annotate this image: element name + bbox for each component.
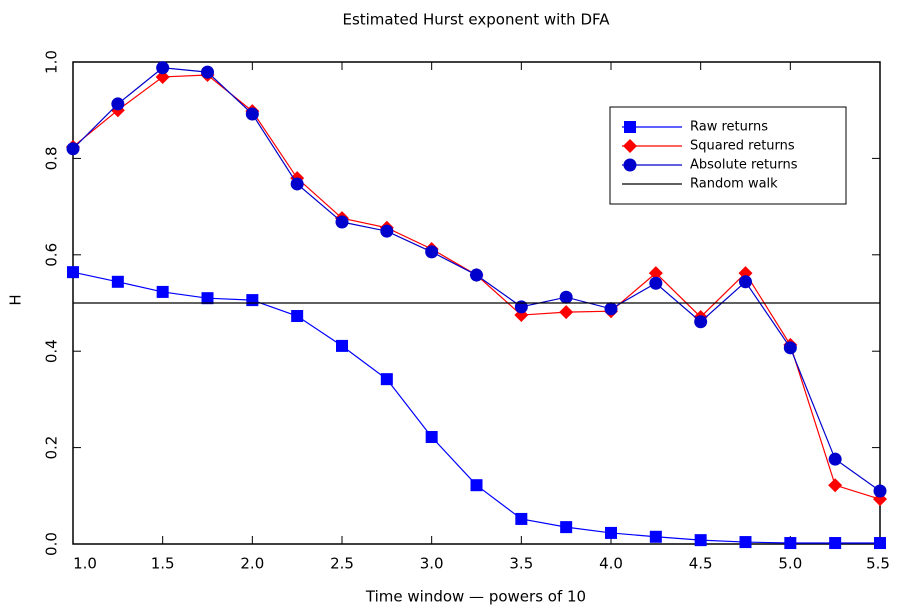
data-point xyxy=(828,452,842,466)
x-tick-label: 5.5 xyxy=(866,555,890,573)
legend-marker xyxy=(623,139,637,153)
data-point xyxy=(739,536,752,549)
data-point xyxy=(156,285,169,298)
legend-label: Absolute returns xyxy=(690,158,798,173)
data-point xyxy=(874,537,886,550)
legend-marker xyxy=(623,158,637,172)
x-axis-label: Time window — powers of 10 xyxy=(365,588,586,606)
x-tick-label: 3.0 xyxy=(420,555,444,573)
data-point xyxy=(559,305,574,320)
data-point xyxy=(470,268,483,282)
data-point xyxy=(111,97,125,111)
data-point xyxy=(245,107,259,121)
data-point xyxy=(649,530,662,543)
data-point xyxy=(66,142,80,156)
data-point xyxy=(246,294,259,307)
data-point xyxy=(111,275,124,288)
data-point xyxy=(559,290,573,304)
y-tick-label: 0.2 xyxy=(43,436,61,460)
data-point xyxy=(380,373,393,386)
data-point xyxy=(873,484,887,498)
data-point xyxy=(694,315,708,329)
x-tick-label: 4.0 xyxy=(599,555,623,573)
data-point xyxy=(291,310,304,323)
data-point xyxy=(380,224,394,238)
data-point xyxy=(335,215,349,229)
legend-label: Raw returns xyxy=(690,120,768,135)
data-point xyxy=(514,300,528,314)
data-point xyxy=(470,479,483,492)
x-tick-label: 5.0 xyxy=(778,555,802,573)
data-point xyxy=(648,266,663,281)
x-tick-label: 1.5 xyxy=(151,555,175,573)
y-tick-label: 0.4 xyxy=(43,339,61,363)
y-axis-label: H xyxy=(7,294,25,305)
chart-title: Estimated Hurst exponent with DFA xyxy=(342,11,610,29)
data-point xyxy=(829,537,842,550)
data-point xyxy=(515,512,528,525)
data-point xyxy=(201,65,214,79)
data-point xyxy=(155,69,170,84)
y-tick-label: 1.0 xyxy=(43,50,61,74)
data-point xyxy=(425,245,439,259)
legend-label: Squared returns xyxy=(690,139,795,154)
data-point xyxy=(828,478,843,493)
x-tick-label: 3.5 xyxy=(509,555,533,573)
data-point xyxy=(425,430,438,443)
data-point xyxy=(784,537,797,550)
y-tick-label: 0.0 xyxy=(43,532,61,556)
legend-box xyxy=(609,106,847,205)
y-tick-label: 0.8 xyxy=(43,146,61,170)
x-tick-label: 4.5 xyxy=(689,555,713,573)
data-point xyxy=(605,526,617,539)
data-point xyxy=(156,61,170,75)
series-line xyxy=(72,271,880,544)
data-point xyxy=(336,339,348,352)
legend-marker xyxy=(624,121,636,133)
data-point xyxy=(604,302,618,316)
x-tick-label: 1.0 xyxy=(73,555,97,573)
legend-label: Random walk xyxy=(690,177,778,192)
y-tick-label: 0.6 xyxy=(43,243,61,267)
data-point xyxy=(739,275,752,289)
data-point xyxy=(290,177,304,191)
data-point xyxy=(201,292,214,305)
x-tick-label: 2.5 xyxy=(330,555,354,573)
data-point xyxy=(67,266,79,279)
data-point xyxy=(694,534,707,547)
data-point xyxy=(649,276,663,290)
data-point xyxy=(783,341,797,355)
x-tick-label: 2.0 xyxy=(240,555,264,573)
data-point xyxy=(560,521,573,534)
